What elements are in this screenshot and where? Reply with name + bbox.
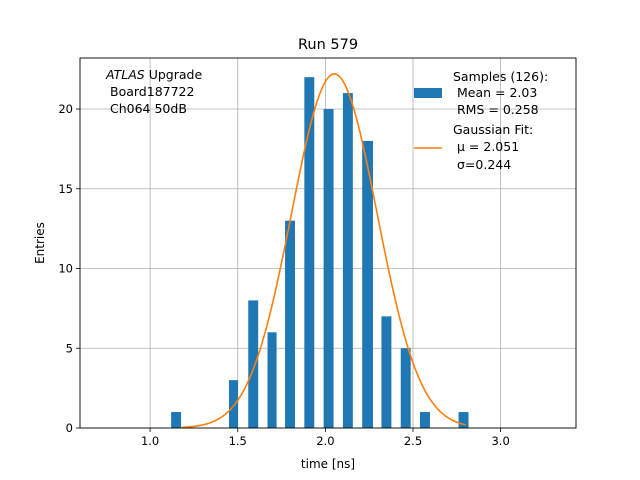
histogram-bar: [267, 332, 277, 428]
histogram-bar: [248, 300, 259, 428]
histogram-bar: [304, 77, 315, 428]
y-tick-label: 20: [58, 102, 73, 116]
histogram-bars: [171, 77, 469, 428]
x-tick-label: 3.0: [491, 434, 509, 448]
annotation-italic: ATLAS: [105, 67, 145, 82]
legend-fit-name: Gaussian Fit:: [453, 122, 533, 137]
histogram-bar: [400, 348, 411, 428]
y-axis-label: Entries: [33, 222, 47, 264]
legend-mean: Mean = 2.03: [457, 85, 537, 100]
x-tick-label: 2.0: [316, 434, 334, 448]
annotation-line-3: Ch064 50dB: [110, 101, 187, 116]
plot-frame: [79, 57, 577, 429]
histogram-bar: [323, 109, 334, 428]
annotation-line-2: Board187722: [110, 84, 194, 99]
histogram-bar: [171, 412, 182, 428]
annotation-text: ATLAS Upgrade Board187722 Ch064 50dB: [105, 67, 202, 116]
legend: Samples (126): Mean = 2.03 RMS = 0.258 G…: [414, 69, 548, 172]
x-tick-label: 1.5: [229, 434, 247, 448]
x-tick-label: 2.5: [404, 434, 422, 448]
legend-sigma: σ=0.244: [457, 157, 511, 172]
legend-histogram-name: Samples (126):: [453, 69, 548, 84]
legend-mu: μ = 2.051: [457, 139, 519, 154]
annotation-line-1-rest: Upgrade: [145, 67, 203, 82]
histogram-bar: [458, 412, 469, 428]
x-tick-label: 1.0: [141, 434, 159, 448]
y-axis-ticks: 0 5 10 15 20: [58, 102, 80, 435]
x-axis-label: time [ns]: [301, 457, 355, 471]
annotation-line-1: ATLAS Upgrade: [105, 67, 202, 82]
histogram-bar: [420, 412, 430, 428]
gaussian-fit-curve: [181, 73, 466, 429]
histogram-bar: [285, 220, 295, 428]
y-tick-label: 0: [66, 421, 73, 435]
legend-histogram-swatch: [414, 88, 442, 98]
histogram-bar: [342, 93, 353, 428]
histogram-bar: [228, 380, 239, 428]
x-axis-ticks: 1.0 1.5 2.0 2.5 3.0: [141, 428, 510, 448]
y-tick-label: 5: [66, 341, 73, 355]
histogram-bar: [381, 316, 392, 428]
histogram-bar: [362, 140, 373, 428]
y-tick-label: 10: [58, 262, 73, 276]
legend-rms: RMS = 0.258: [457, 102, 539, 117]
chart-title: Run 579: [298, 37, 358, 53]
y-tick-label: 15: [58, 182, 73, 196]
